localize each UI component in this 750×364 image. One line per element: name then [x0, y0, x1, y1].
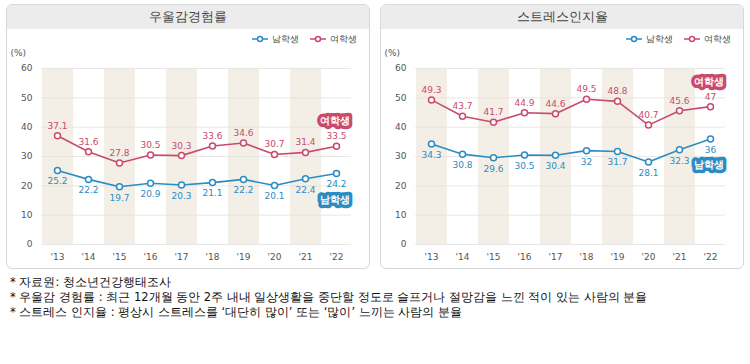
- svg-text:여학생: 여학생: [694, 76, 724, 87]
- svg-text:49.3: 49.3: [421, 85, 441, 95]
- svg-text:20.9: 20.9: [140, 189, 160, 199]
- svg-text:'19: '19: [611, 252, 625, 262]
- svg-text:24.2: 24.2: [326, 179, 346, 189]
- svg-text:48.8: 48.8: [607, 86, 627, 96]
- html-text:여학생: 여학생: [330, 33, 357, 44]
- html-text:* 우울감 경험률 : 최근 12개월 동안 2주 내내 일: * 우울감 경험률 : 최근 12개월 동안 2주 내내 일상생활을 중단할 정…: [10, 290, 648, 304]
- svg-text:'14: '14: [82, 252, 96, 262]
- svg-text:'22: '22: [704, 252, 718, 262]
- svg-text:30.4: 30.4: [545, 161, 565, 171]
- svg-text:34.3: 34.3: [421, 150, 441, 160]
- svg-text:'20: '20: [642, 252, 656, 262]
- svg-text:22.4: 22.4: [295, 185, 315, 195]
- svg-text:31.6: 31.6: [78, 137, 98, 147]
- svg-text:30.5: 30.5: [140, 140, 160, 150]
- svg-text:0: 0: [27, 239, 33, 249]
- svg-text:22.2: 22.2: [78, 185, 98, 195]
- svg-text:30: 30: [395, 151, 407, 161]
- svg-text:30: 30: [21, 151, 33, 161]
- svg-text:22.2: 22.2: [233, 185, 253, 195]
- svg-text:남학생: 남학생: [320, 194, 350, 205]
- svg-text:60: 60: [21, 63, 33, 73]
- svg-text:'17: '17: [175, 252, 189, 262]
- svg-text:44.6: 44.6: [545, 99, 565, 109]
- svg-text:20: 20: [395, 181, 407, 191]
- svg-text:30.3: 30.3: [171, 141, 191, 151]
- svg-text:'20: '20: [268, 252, 282, 262]
- svg-text:43.7: 43.7: [452, 101, 472, 111]
- svg-text:(%): (%): [11, 48, 27, 58]
- svg-text:10: 10: [395, 210, 407, 220]
- svg-text:45.6: 45.6: [669, 96, 689, 106]
- svg-text:31.7: 31.7: [607, 157, 627, 167]
- svg-text:27.8: 27.8: [109, 148, 129, 158]
- svg-text:남학생: 남학생: [694, 159, 724, 170]
- svg-text:20.1: 20.1: [264, 191, 284, 201]
- svg-text:47: 47: [705, 92, 716, 102]
- svg-text:여학생: 여학생: [320, 115, 350, 126]
- svg-text:'18: '18: [580, 252, 594, 262]
- svg-text:'22: '22: [330, 252, 344, 262]
- svg-text:'14: '14: [456, 252, 470, 262]
- html-text:남학생: 남학생: [646, 33, 673, 44]
- svg-text:40: 40: [395, 122, 407, 132]
- svg-text:'13: '13: [425, 252, 439, 262]
- html-text:* 자료원: 청소년건강행태조사: * 자료원: 청소년건강행태조사: [10, 275, 171, 289]
- svg-text:31.4: 31.4: [295, 137, 315, 147]
- svg-text:40.7: 40.7: [638, 110, 658, 120]
- svg-text:30.7: 30.7: [264, 139, 284, 149]
- svg-text:44.9: 44.9: [514, 98, 534, 108]
- svg-text:25.2: 25.2: [47, 176, 67, 186]
- svg-text:33.5: 33.5: [326, 131, 346, 141]
- svg-text:34.6: 34.6: [233, 128, 253, 138]
- svg-text:'21: '21: [299, 252, 313, 262]
- html-text:우울감경험률: 우울감경험률: [149, 9, 227, 24]
- svg-text:33.6: 33.6: [202, 131, 222, 141]
- svg-text:19.7: 19.7: [109, 193, 129, 203]
- svg-text:50: 50: [21, 93, 33, 103]
- svg-text:32: 32: [581, 157, 592, 167]
- svg-text:'15: '15: [487, 252, 501, 262]
- svg-text:'17: '17: [549, 252, 563, 262]
- svg-text:(%): (%): [385, 48, 401, 58]
- svg-text:32.3: 32.3: [669, 156, 689, 166]
- svg-text:'16: '16: [144, 252, 158, 262]
- svg-text:37.1: 37.1: [47, 121, 67, 131]
- svg-text:20: 20: [21, 181, 33, 191]
- html-text:여학생: 여학생: [704, 33, 731, 44]
- svg-text:30.8: 30.8: [452, 160, 472, 170]
- svg-text:'15: '15: [113, 252, 127, 262]
- svg-text:'21: '21: [673, 252, 687, 262]
- svg-text:20.3: 20.3: [171, 191, 191, 201]
- svg-text:'18: '18: [206, 252, 220, 262]
- svg-text:'13: '13: [51, 252, 65, 262]
- svg-text:0: 0: [401, 239, 407, 249]
- svg-text:60: 60: [395, 63, 407, 73]
- svg-text:28.1: 28.1: [638, 168, 658, 178]
- svg-text:50: 50: [395, 93, 407, 103]
- svg-text:49.5: 49.5: [576, 84, 596, 94]
- svg-text:29.6: 29.6: [483, 164, 503, 174]
- svg-text:'16: '16: [518, 252, 532, 262]
- svg-text:36: 36: [705, 145, 717, 155]
- svg-text:10: 10: [21, 210, 33, 220]
- html-text:* 스트레스 인지율 : 평상시 스트레스를 ‘대단히 많이: * 스트레스 인지율 : 평상시 스트레스를 ‘대단히 많이’ 또는 ‘많이’ …: [10, 305, 463, 319]
- html-text:남학생: 남학생: [272, 33, 299, 44]
- svg-text:40: 40: [21, 122, 33, 132]
- svg-text:30.5: 30.5: [514, 161, 534, 171]
- svg-text:21.1: 21.1: [202, 188, 222, 198]
- svg-text:41.7: 41.7: [483, 107, 503, 117]
- html-text:스트레스인지율: 스트레스인지율: [516, 9, 608, 24]
- svg-text:'19: '19: [237, 252, 251, 262]
